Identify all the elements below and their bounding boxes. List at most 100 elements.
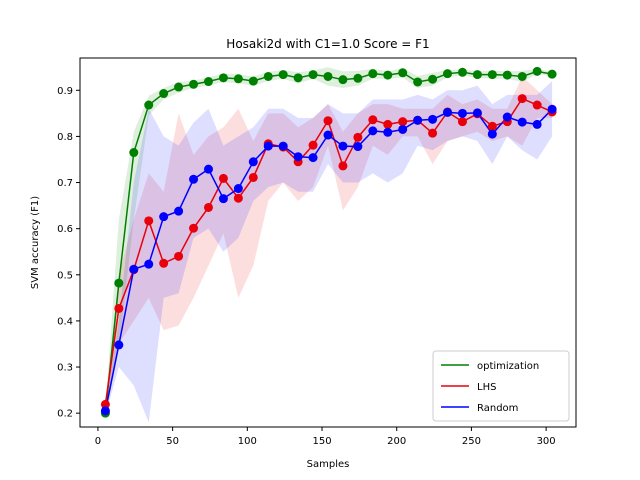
optimization-point (293, 73, 303, 83)
random-point (398, 124, 408, 134)
random-point (368, 126, 378, 136)
lhs-point (487, 121, 497, 131)
random-point (293, 152, 303, 162)
random-point (218, 194, 228, 204)
random-point (248, 157, 258, 167)
x-tick-label: 200 (387, 436, 406, 447)
random-point (114, 340, 124, 350)
random-point (263, 141, 273, 151)
y-tick-label: 0.6 (57, 224, 73, 235)
x-tick-label: 250 (462, 436, 481, 447)
x-tick-label: 300 (537, 436, 556, 447)
y-tick-label: 0.9 (57, 86, 73, 97)
optimization-point (487, 70, 497, 80)
random-point (100, 406, 110, 416)
x-axis-label: Samples (307, 459, 350, 470)
optimization-point (203, 77, 213, 87)
lhs-confidence-band (105, 76, 553, 409)
lhs-point (517, 94, 527, 104)
random-point (532, 119, 542, 129)
optimization-point (189, 79, 199, 89)
lhs-point (248, 172, 258, 182)
plot-frame (79, 57, 577, 428)
optimization-point (383, 70, 393, 80)
lhs-point (353, 132, 363, 142)
optimization-point (248, 76, 258, 86)
x-axis-ticks: 0 50 100 150 200 250 300 (95, 427, 556, 447)
optimization-point (174, 82, 184, 92)
optimization-point (472, 70, 482, 80)
optimization-point (502, 70, 512, 80)
y-tick-label: 0.2 (57, 409, 73, 420)
optimization-point (159, 89, 169, 99)
random-point (159, 212, 169, 222)
optimization-point (308, 70, 318, 80)
random-point (547, 104, 557, 114)
optimization-point (218, 73, 228, 83)
legend: optimization LHS Random (432, 350, 570, 422)
lhs-point (218, 173, 228, 183)
lhs-point (308, 140, 318, 150)
optimization-point (368, 69, 378, 79)
optimization-point (338, 75, 348, 85)
random-point (428, 114, 438, 124)
optimization-point (353, 73, 363, 83)
random-confidence-band (105, 81, 553, 423)
legend-label-random: Random (477, 403, 518, 414)
chart-title: Hosaki2d with C1=1.0 Score = F1 (226, 37, 429, 51)
random-point (443, 107, 453, 117)
random-point (383, 127, 393, 137)
lhs-point (189, 223, 199, 233)
optimization-point (233, 74, 243, 84)
random-point (174, 206, 184, 216)
lhs-point (100, 399, 110, 409)
optimization-point (323, 71, 333, 81)
optimization-point (547, 69, 557, 79)
optimization-point (443, 69, 453, 79)
random-point (189, 174, 199, 184)
random-point (144, 259, 154, 269)
optimization-point (144, 100, 154, 110)
x-tick-label: 100 (238, 436, 257, 447)
optimization-point (263, 71, 273, 81)
lhs-point (532, 100, 542, 110)
random-point (308, 153, 318, 163)
lhs-point (323, 116, 333, 126)
random-point (129, 264, 139, 274)
optimization-point (114, 278, 124, 288)
random-point (472, 108, 482, 118)
lhs-point (428, 128, 438, 138)
random-point (353, 142, 363, 152)
optimization-point (129, 148, 139, 158)
random-point (338, 141, 348, 151)
optimization-point (532, 66, 542, 76)
lhs-point (383, 119, 393, 129)
y-tick-label: 0.3 (57, 363, 73, 374)
lhs-point (457, 117, 467, 127)
series-markers (100, 66, 557, 418)
legend-label-optimization: optimization (477, 361, 539, 372)
x-tick-label: 50 (166, 436, 179, 447)
optimization-point (413, 77, 423, 87)
random-point (487, 129, 497, 139)
y-axis-ticks: 0.2 0.3 0.4 0.5 0.6 0.7 0.8 0.9 (57, 86, 80, 420)
y-tick-label: 0.5 (57, 270, 73, 281)
lhs-point (338, 161, 348, 171)
y-axis-label: SVM accuracy (F1) (30, 196, 41, 289)
lhs-point (174, 251, 184, 261)
random-point (457, 108, 467, 118)
optimization-point (398, 68, 408, 78)
random-point (278, 141, 288, 151)
y-tick-label: 0.4 (57, 316, 73, 327)
random-point (233, 184, 243, 194)
random-point (517, 117, 527, 127)
random-point (502, 112, 512, 122)
random-point (323, 130, 333, 140)
lhs-point (114, 303, 124, 313)
lhs-point (368, 115, 378, 125)
optimization-point (278, 70, 288, 80)
lhs-point (203, 202, 213, 212)
legend-label-lhs: LHS (477, 382, 496, 393)
lhs-point (398, 117, 408, 127)
